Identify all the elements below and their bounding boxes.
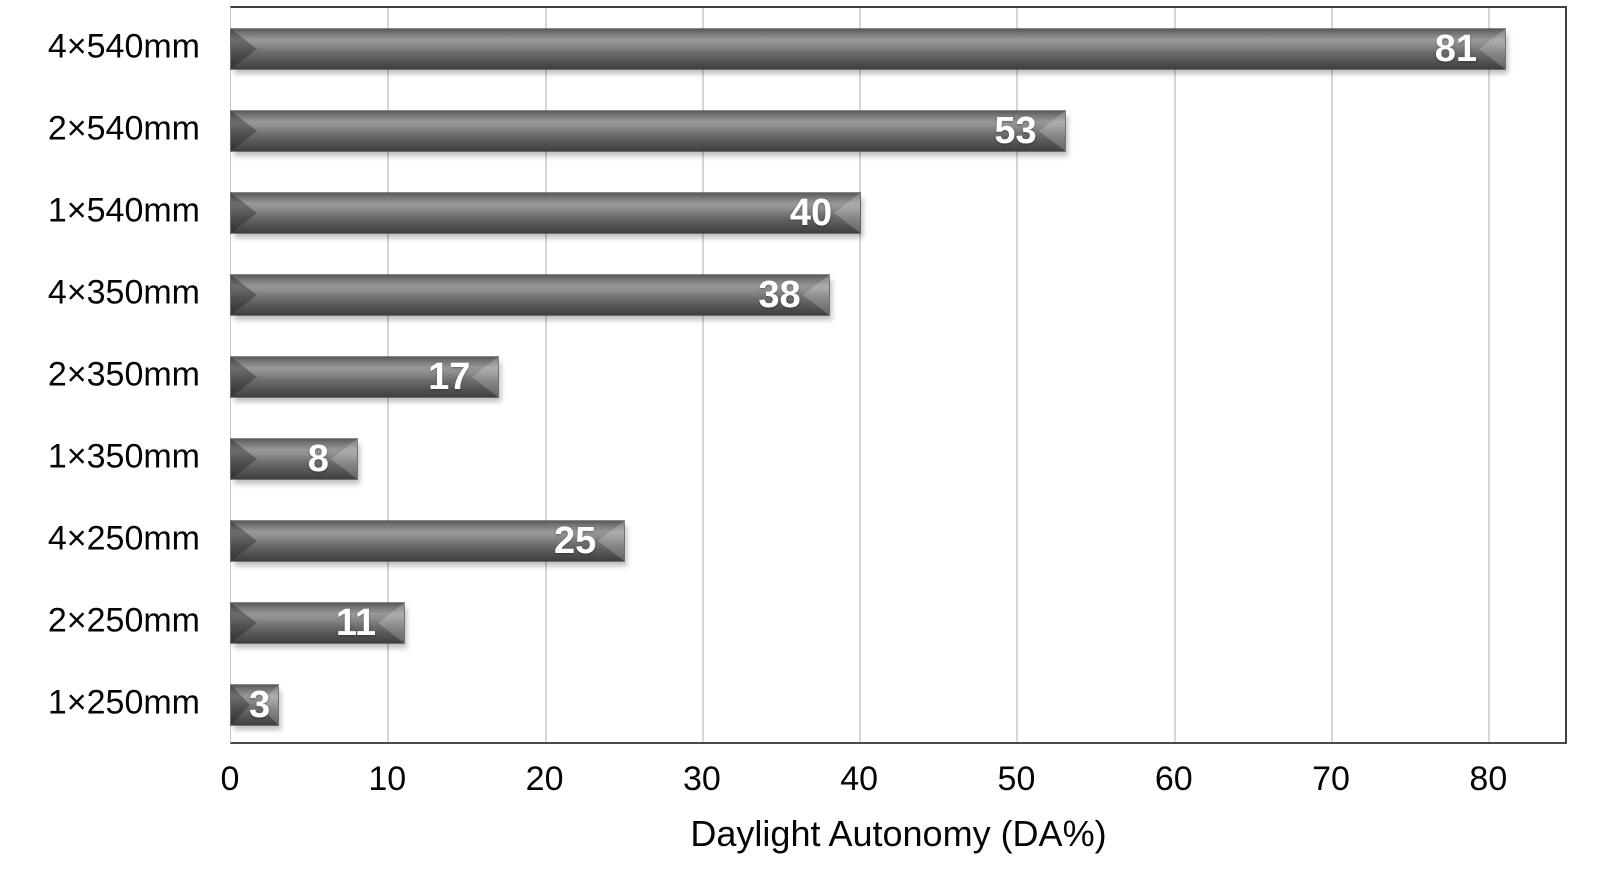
bar-value-label: 40 (789, 192, 833, 234)
bar-2x250mm: 11 (229, 602, 406, 644)
bar-value-label: 25 (553, 520, 597, 562)
gridline-x-60 (1173, 8, 1176, 742)
gridline-x-80 (1488, 8, 1491, 742)
gridline-x-40 (859, 8, 862, 742)
x-tick-label-30: 30 (682, 760, 721, 798)
x-tick-label-0: 0 (220, 760, 240, 798)
bar-value-label: 8 (307, 438, 329, 480)
gridline-x-50 (1016, 8, 1019, 742)
x-tick-label-70: 70 (1312, 760, 1350, 798)
y-axis-category-labels: 4×540mm 2×540mm 1×540mm 4×350mm 2×350mm 1×350… (0, 6, 200, 744)
bar-1x540mm: 40 (229, 192, 862, 234)
category-label-2x350mm: 2×350mm (47, 355, 200, 394)
gridline-x-20 (544, 8, 547, 742)
bar-4x540mm: 81 (229, 28, 1507, 70)
category-label-1x250mm: 1×250mm (47, 683, 200, 722)
bar-2x540mm: 53 (230, 110, 1066, 152)
bar-value-label: 81 (1434, 28, 1478, 70)
category-label-4x350mm: 4×350mm (47, 273, 200, 312)
bar-value-label: 53 (994, 110, 1037, 152)
bar-1x350mm: 8 (230, 438, 358, 480)
gridline-x-30 (701, 8, 704, 742)
plot-area: 81 53 40 38 17 8 25 11 3 (229, 6, 1567, 744)
category-label-1x540mm: 1×540mm (47, 191, 200, 230)
x-tick-label-50: 50 (997, 760, 1036, 798)
x-axis-title: Daylight Autonomy (DA%) (690, 813, 1107, 854)
gridline-x-70 (1331, 8, 1334, 742)
bar-value-label: 17 (428, 356, 471, 398)
bar-2x350mm: 17 (229, 356, 500, 398)
category-label-4x540mm: 4×540mm (47, 27, 200, 66)
x-tick-label-10: 10 (368, 760, 407, 798)
x-tick-label-80: 80 (1469, 760, 1508, 798)
bar-value-label: 38 (758, 274, 801, 316)
x-axis-tick-labels: 0 10 20 30 40 50 60 70 80 (221, 760, 1567, 802)
x-tick-label-60: 60 (1154, 760, 1193, 798)
bar-4x350mm: 38 (230, 274, 830, 316)
x-tick-label-20: 20 (525, 760, 564, 798)
x-tick-label-40: 40 (840, 760, 879, 798)
bar-4x250mm: 25 (229, 520, 626, 562)
bar-value-label: 3 (249, 684, 271, 726)
category-label-2x540mm: 2×540mm (47, 109, 200, 148)
category-label-4x250mm: 4×250mm (47, 519, 200, 558)
bar-value-label: 11 (335, 602, 377, 644)
bar-1x250mm: 3 (229, 684, 280, 726)
category-label-2x250mm: 2×250mm (47, 601, 200, 640)
category-label-1x350mm: 1×350mm (47, 437, 200, 476)
